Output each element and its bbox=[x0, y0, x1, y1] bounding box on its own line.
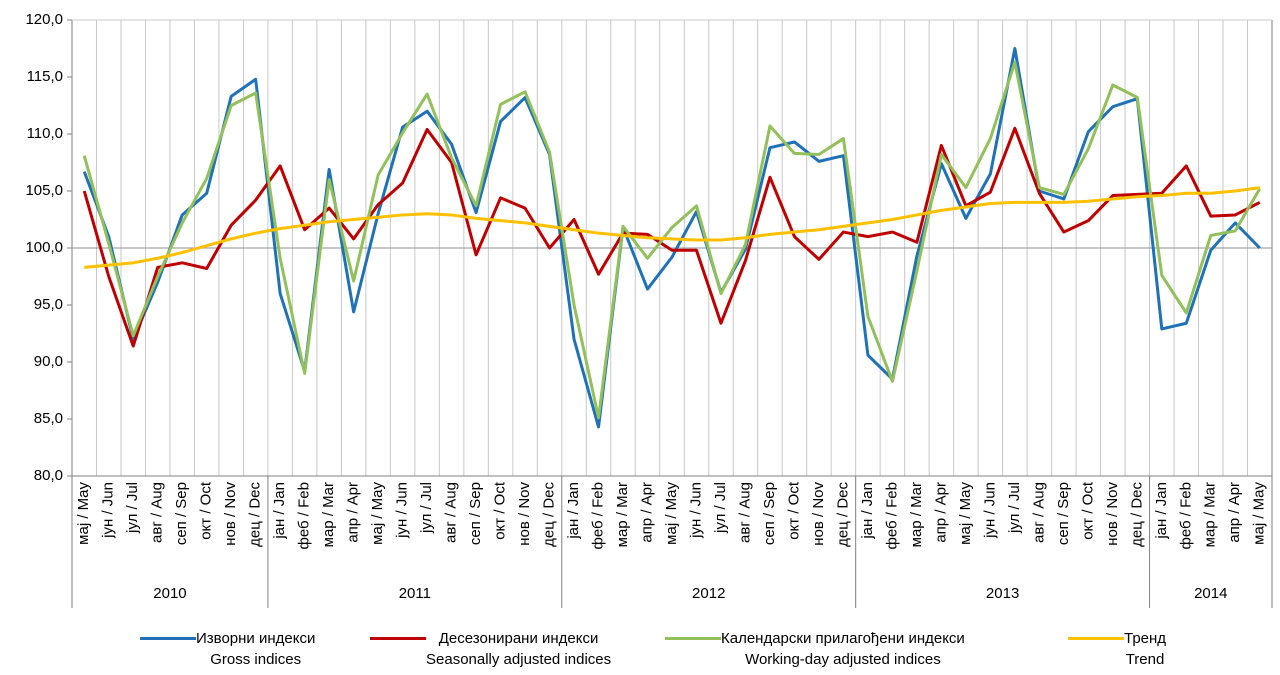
series-line bbox=[84, 186, 1260, 269]
legend-item: Изворни индекси Gross indices bbox=[140, 628, 315, 670]
group-label: 2011 bbox=[399, 585, 431, 602]
x-tick-label: јул / Jul bbox=[418, 482, 435, 534]
y-tick-label: 110,0 bbox=[27, 125, 63, 142]
x-tick-label: авг / Aug bbox=[149, 482, 166, 543]
x-tick-label: окт / Oct bbox=[492, 481, 509, 540]
x-tick-label: сеп / Sep bbox=[761, 482, 778, 545]
x-tick-label: мар / Mar bbox=[1202, 482, 1219, 547]
chart: 80,0 85,0 90,0 95,0 100,0 105,0 110,0 115,0 120,… bbox=[25, 11, 1273, 608]
y-tick-label: 95,0 bbox=[34, 296, 63, 313]
x-tick-label: дец / Dec bbox=[1128, 482, 1145, 547]
legend-label: Календарски прилагођени индекси Working-… bbox=[721, 630, 965, 668]
series-line bbox=[82, 60, 1262, 420]
legend-label: Изворни индекси Gross indices bbox=[196, 630, 316, 668]
x-tick-label: јан / Jan bbox=[565, 482, 582, 540]
x-tick-label: окт / Oct bbox=[1079, 481, 1096, 540]
x-tick-label: мар / Mar bbox=[908, 482, 925, 547]
legend-label: Десезонирани индекси Seasonally adjusted… bbox=[426, 630, 612, 668]
x-tick-label: апр / Apr bbox=[345, 482, 362, 543]
x-tick-label: апр / Apr bbox=[1226, 482, 1243, 543]
x-tick-label: јул / Jul bbox=[1006, 482, 1023, 534]
x-tick-label: мај / May bbox=[663, 482, 680, 545]
x-tick-label: авг / Aug bbox=[736, 482, 753, 543]
x-tick-label: јул / Jul bbox=[712, 482, 729, 534]
x-tick-label: феб / Feb bbox=[883, 482, 900, 549]
x-tick-label: авг / Aug bbox=[443, 482, 460, 543]
x-tick-label: јун / Jun bbox=[687, 482, 704, 539]
x-tick-label: мај / May bbox=[75, 482, 92, 545]
legend-item: Тренд Trend bbox=[1068, 628, 1166, 670]
x-tick-label: јун / Jun bbox=[394, 482, 411, 539]
legend-swatch bbox=[140, 637, 196, 640]
legend-item: Календарски прилагођени индекси Working-… bbox=[665, 628, 965, 670]
x-tick-label: мај / May bbox=[957, 482, 974, 545]
y-tick-label: 85,0 bbox=[34, 410, 63, 427]
x-tick-label: дец / Dec bbox=[834, 482, 851, 547]
y-tick-label: 100,0 bbox=[25, 239, 63, 256]
y-tick-label: 105,0 bbox=[25, 182, 63, 199]
x-tick-label: нов / Nov bbox=[810, 482, 827, 546]
x-tick-label: нов / Nov bbox=[516, 482, 533, 546]
legend-item: Десезонирани индекси Seasonally adjusted… bbox=[370, 628, 611, 670]
group-label: 2014 bbox=[1194, 585, 1227, 602]
x-tick-label: сеп / Sep bbox=[1055, 482, 1072, 545]
legend-label: Тренд Trend bbox=[1124, 630, 1167, 668]
x-tick-label: дец / Dec bbox=[541, 482, 558, 547]
x-tick-label: апр / Apr bbox=[638, 482, 655, 543]
legend-swatch bbox=[1068, 637, 1124, 640]
y-tick-label: 80,0 bbox=[34, 467, 63, 484]
x-tick-label: јан / Jan bbox=[1153, 482, 1170, 540]
x-tick-label: јул / Jul bbox=[124, 482, 141, 534]
x-tick-label: мај / May bbox=[1251, 482, 1268, 545]
x-tick-label: мар / Mar bbox=[320, 482, 337, 547]
x-tick-label: нов / Nov bbox=[222, 482, 239, 546]
group-label: 2012 bbox=[692, 585, 725, 602]
x-tick-label: окт / Oct bbox=[785, 481, 802, 540]
group-label: 2010 bbox=[153, 585, 186, 602]
series-line bbox=[82, 47, 1261, 429]
x-tick-label: апр / Apr bbox=[932, 482, 949, 543]
x-tick-label: авг / Aug bbox=[1030, 482, 1047, 543]
x-tick-label: јан / Jan bbox=[271, 482, 288, 540]
x-tick-label: сеп / Sep bbox=[467, 482, 484, 545]
x-tick-label: феб / Feb bbox=[589, 482, 606, 549]
y-tick-label: 90,0 bbox=[34, 353, 63, 370]
series-line bbox=[82, 126, 1261, 348]
x-tick-label: феб / Feb bbox=[1177, 482, 1194, 549]
legend: Изворни индекси Gross indices Десезониран… bbox=[0, 628, 1280, 675]
x-tick-label: мар / Mar bbox=[614, 482, 631, 547]
x-tick-label: јун / Jun bbox=[100, 482, 117, 539]
x-tick-label: јун / Jun bbox=[981, 482, 998, 539]
legend-swatch bbox=[665, 637, 721, 640]
y-tick-label: 115,0 bbox=[27, 68, 63, 85]
legend-swatch bbox=[370, 637, 426, 640]
x-tick-label: мај / May bbox=[369, 482, 386, 545]
group-label: 2013 bbox=[986, 585, 1019, 602]
y-tick-label: 120,0 bbox=[25, 11, 63, 28]
x-tick-label: сеп / Sep bbox=[173, 482, 190, 545]
x-tick-label: феб / Feb bbox=[296, 482, 313, 549]
x-tick-label: окт / Oct bbox=[198, 481, 215, 540]
x-tick-label: нов / Nov bbox=[1104, 482, 1121, 546]
x-tick-label: јан / Jan bbox=[859, 482, 876, 540]
x-tick-label: дец / Dec bbox=[247, 482, 264, 547]
